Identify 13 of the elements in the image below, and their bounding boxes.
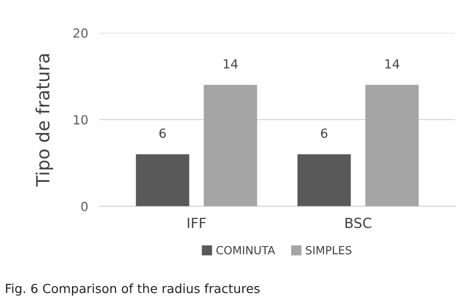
data-label: 14 (224, 59, 238, 68)
x-tick-label: IFF (188, 218, 206, 228)
data-label: 6 (159, 128, 166, 138)
data-label: 14 (385, 59, 400, 68)
x-tick-label: BSC (346, 218, 372, 228)
data-label: 6 (321, 128, 328, 138)
y-tick-label: 10 (74, 115, 88, 125)
legend-label: COMINUTA (216, 246, 276, 254)
legend-label: SIMPLES (306, 246, 352, 254)
caption: Fig. 6 Comparison of the radius fractures (6, 284, 260, 296)
y-axis-title: Tipo de fratura (36, 54, 54, 187)
y-tick-label: 20 (73, 28, 88, 38)
y-tick-label: 0 (81, 202, 88, 212)
